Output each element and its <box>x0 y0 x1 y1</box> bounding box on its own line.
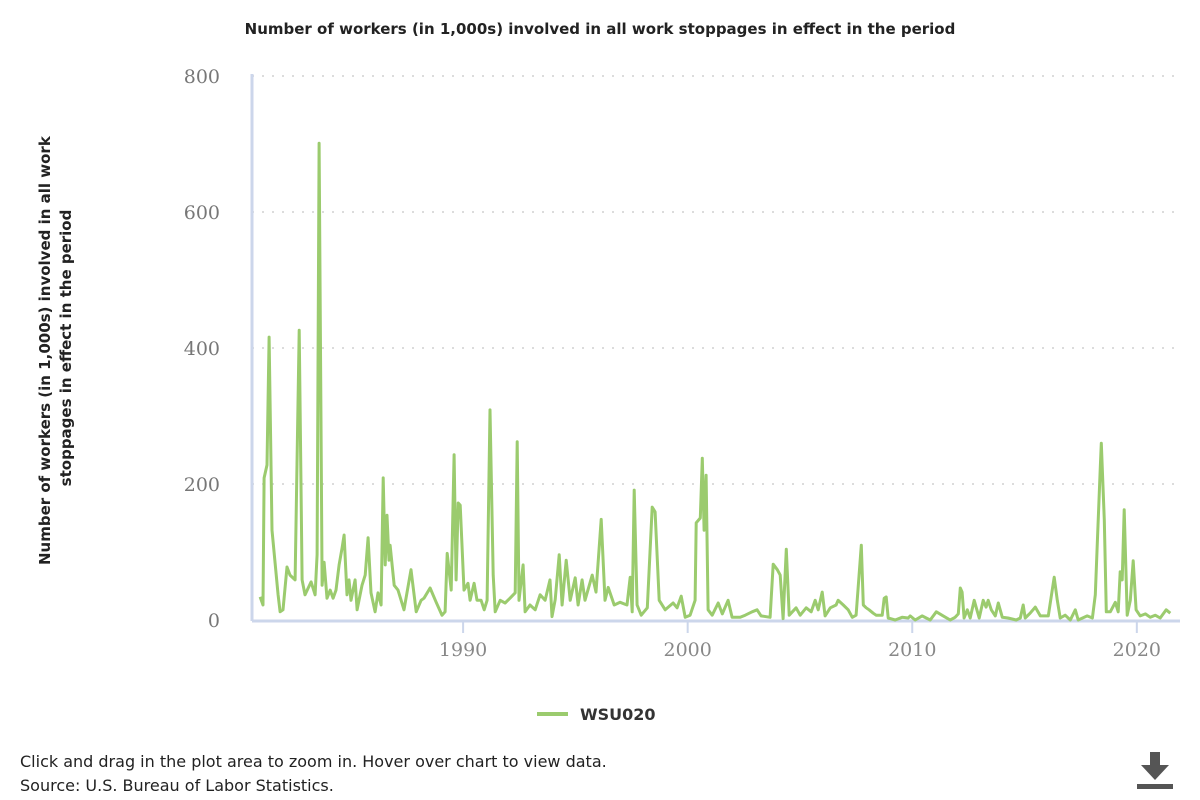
x-tick-label: 2010 <box>888 639 936 661</box>
y-axis-ticks: 0 200 400 600 800 <box>184 66 220 632</box>
grid-lines <box>252 75 1180 485</box>
y-axis-title-line-1: Number of workers (in 1,000s) involved i… <box>36 135 54 565</box>
y-tick-label: 800 <box>184 66 220 88</box>
y-axis-title-line-2: stoppages in effect in the period <box>57 210 75 487</box>
y-tick-label: 600 <box>184 202 220 224</box>
legend-item-wsu020[interactable]: WSU020 <box>537 705 656 724</box>
x-tick-label: 1990 <box>439 639 487 661</box>
series-wsu020[interactable] <box>258 141 1172 622</box>
source-text: Source: U.S. Bureau of Labor Statistics. <box>20 776 334 795</box>
y-tick-label: 200 <box>184 474 220 496</box>
legend-label: WSU020 <box>580 705 656 724</box>
download-button[interactable] <box>1135 750 1175 792</box>
y-tick-label: 400 <box>184 338 220 360</box>
x-tick-label: 2020 <box>1113 639 1161 661</box>
x-axis-ticks: 1990 2000 2010 2020 <box>439 621 1161 661</box>
x-tick-label: 2000 <box>663 639 711 661</box>
series-line[interactable] <box>258 141 1172 622</box>
y-tick-label: 0 <box>208 610 220 632</box>
chart-title: Number of workers (in 1,000s) involved i… <box>245 20 956 38</box>
download-icon <box>1137 752 1173 789</box>
instructions-text: Click and drag in the plot area to zoom … <box>20 752 607 771</box>
y-axis-title: Number of workers (in 1,000s) involved i… <box>36 131 75 565</box>
